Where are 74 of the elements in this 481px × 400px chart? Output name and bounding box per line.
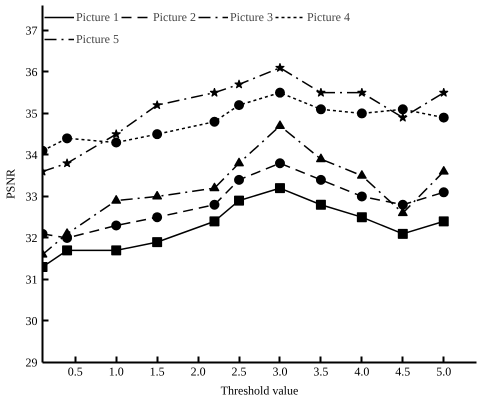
- point: [152, 190, 162, 200]
- y-tick-label: 35: [26, 106, 38, 120]
- point: [398, 228, 408, 239]
- x-tick-label: 0.5: [68, 364, 83, 378]
- point: [62, 133, 72, 144]
- point: [152, 129, 162, 140]
- point: [438, 112, 449, 123]
- y-tick-label: 29: [26, 356, 38, 370]
- point: [111, 194, 122, 204]
- point: [316, 174, 326, 185]
- y-tick-label: 37: [26, 23, 38, 38]
- point: [274, 120, 285, 129]
- point: [316, 153, 326, 162]
- y-tick-label: 34: [26, 148, 38, 162]
- y-axis-title: PSNR: [4, 168, 18, 200]
- point: [62, 245, 72, 256]
- point: [274, 183, 285, 194]
- point: [152, 100, 162, 110]
- point: [316, 88, 326, 97]
- point: [234, 158, 244, 166]
- point: [438, 216, 449, 226]
- point: [356, 212, 367, 222]
- point: [398, 104, 408, 114]
- point: [438, 166, 449, 175]
- point: [438, 187, 449, 198]
- point: [357, 88, 367, 97]
- x-tick-label: 1.0: [108, 364, 124, 378]
- y-tick-label: 32: [26, 230, 38, 245]
- point: [356, 170, 367, 179]
- point: [398, 112, 408, 122]
- x-axis-title: Threshold value: [220, 384, 298, 398]
- point: [234, 174, 244, 185]
- x-tick-label: 4.5: [395, 364, 410, 378]
- point: [274, 158, 285, 168]
- legend-label: Picture 3: [230, 10, 273, 24]
- legend-label: Picture 2: [153, 10, 196, 24]
- point: [209, 116, 220, 127]
- point: [234, 196, 244, 206]
- x-tick-label: 2.0: [190, 364, 206, 378]
- x-tick-label: 1.5: [150, 364, 165, 378]
- point: [111, 220, 122, 231]
- y-tick-label: 30: [26, 314, 38, 328]
- y-tick-label: 31: [26, 272, 38, 286]
- point: [316, 104, 326, 114]
- point: [111, 245, 122, 256]
- legend-label: Picture 4: [307, 10, 350, 24]
- legend-label: Picture 5: [76, 32, 119, 46]
- point: [152, 237, 162, 248]
- point: [62, 228, 72, 237]
- y-tick-label: 33: [26, 189, 38, 204]
- point: [356, 108, 367, 118]
- point: [234, 100, 244, 110]
- point: [274, 88, 285, 98]
- point: [275, 62, 285, 72]
- x-tick-label: 3.5: [313, 364, 328, 378]
- point: [398, 200, 408, 210]
- x-tick-label: 5.0: [436, 364, 452, 378]
- point: [152, 212, 162, 222]
- legend-label: Picture 1: [76, 10, 119, 24]
- point: [209, 200, 220, 210]
- point: [356, 191, 367, 202]
- y-tick-label: 36: [26, 64, 38, 79]
- point: [316, 200, 326, 210]
- x-tick-label: 3.0: [272, 364, 288, 378]
- point: [209, 216, 220, 226]
- point: [62, 158, 72, 168]
- point: [111, 137, 122, 148]
- point: [438, 88, 449, 97]
- point: [209, 182, 220, 192]
- x-tick-label: 4.0: [354, 364, 370, 378]
- point: [210, 88, 220, 97]
- x-tick-label: 2.5: [232, 364, 247, 378]
- point: [111, 129, 121, 138]
- point: [234, 79, 244, 89]
